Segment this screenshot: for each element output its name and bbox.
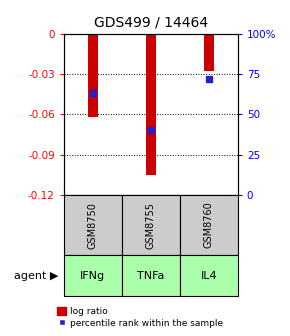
FancyBboxPatch shape [180, 255, 238, 296]
Bar [204, 34, 214, 71]
FancyBboxPatch shape [122, 195, 180, 255]
Legend: log ratio, percentile rank within the sample: log ratio, percentile rank within the sa… [54, 303, 227, 332]
Text: IL4: IL4 [200, 270, 217, 281]
Text: GSM8750: GSM8750 [88, 202, 98, 249]
Text: GSM8755: GSM8755 [146, 202, 156, 249]
Text: GSM8760: GSM8760 [204, 202, 214, 249]
FancyBboxPatch shape [122, 255, 180, 296]
FancyBboxPatch shape [180, 195, 238, 255]
Text: TNFa: TNFa [137, 270, 164, 281]
Text: agent ▶: agent ▶ [14, 270, 58, 281]
FancyBboxPatch shape [64, 255, 122, 296]
Text: IFNg: IFNg [80, 270, 105, 281]
Bar [88, 34, 98, 117]
Bar [146, 34, 156, 175]
FancyBboxPatch shape [64, 195, 122, 255]
Title: GDS499 / 14464: GDS499 / 14464 [94, 16, 208, 30]
